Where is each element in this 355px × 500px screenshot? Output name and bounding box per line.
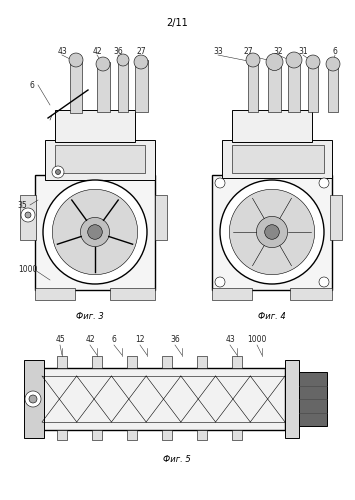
Circle shape (246, 53, 260, 67)
Text: 6: 6 (29, 80, 34, 90)
Text: 35: 35 (17, 200, 27, 209)
Circle shape (69, 53, 83, 67)
Bar (268, 60, 281, 112)
Text: 33: 33 (213, 48, 223, 56)
Bar (212, 288, 252, 300)
Text: 31: 31 (298, 48, 308, 56)
Text: 2/11: 2/11 (166, 18, 188, 28)
Circle shape (25, 391, 41, 407)
Bar (248, 58, 258, 112)
Text: 27: 27 (243, 48, 253, 56)
Bar (35, 288, 75, 300)
Circle shape (96, 57, 110, 71)
Circle shape (55, 170, 60, 174)
Bar (57, 430, 67, 440)
Bar (162, 430, 172, 440)
Bar (290, 288, 332, 300)
Bar (70, 58, 82, 113)
Circle shape (220, 180, 324, 284)
Circle shape (265, 224, 279, 240)
Circle shape (25, 212, 31, 218)
Text: 6: 6 (111, 336, 116, 344)
Bar (330, 195, 342, 240)
Circle shape (326, 57, 340, 71)
Circle shape (81, 218, 110, 246)
Text: Фиг. 3: Фиг. 3 (76, 312, 104, 321)
Bar (42, 368, 285, 430)
Bar (45, 140, 155, 180)
Circle shape (88, 224, 102, 240)
Bar (232, 145, 324, 173)
Circle shape (134, 55, 148, 69)
Bar (288, 58, 300, 112)
Text: 42: 42 (92, 48, 102, 56)
Bar (232, 110, 312, 142)
Circle shape (215, 178, 225, 188)
Text: 43: 43 (57, 48, 67, 56)
Bar (110, 288, 155, 300)
Bar (232, 356, 242, 368)
Circle shape (266, 54, 283, 70)
Circle shape (52, 190, 138, 274)
Bar (212, 175, 332, 290)
Bar (232, 430, 242, 440)
Circle shape (319, 277, 329, 287)
Bar (97, 62, 110, 112)
Circle shape (52, 166, 64, 178)
Bar (92, 356, 102, 368)
Circle shape (319, 178, 329, 188)
Circle shape (43, 180, 147, 284)
Text: 1000: 1000 (18, 266, 37, 274)
Bar (299, 372, 327, 426)
Text: 36: 36 (170, 336, 180, 344)
Bar (162, 356, 172, 368)
Bar (155, 195, 167, 240)
Bar (135, 60, 148, 112)
Circle shape (215, 277, 225, 287)
Bar (285, 360, 299, 438)
Bar (127, 356, 137, 368)
Bar (222, 140, 332, 178)
Circle shape (306, 55, 320, 69)
Text: 1000: 1000 (247, 336, 267, 344)
Bar (35, 175, 155, 290)
Bar (20, 195, 36, 240)
Text: 43: 43 (225, 336, 235, 344)
Bar (308, 60, 318, 112)
Bar (24, 360, 44, 438)
Text: 6: 6 (333, 48, 338, 56)
Bar (127, 430, 137, 440)
Bar (92, 430, 102, 440)
Bar (55, 110, 135, 142)
Bar (197, 356, 207, 368)
Circle shape (117, 54, 129, 66)
Text: 42: 42 (85, 336, 95, 344)
Circle shape (21, 208, 35, 222)
Text: Фиг. 5: Фиг. 5 (163, 455, 191, 464)
Text: 36: 36 (113, 48, 123, 56)
Circle shape (29, 395, 37, 403)
Bar (328, 62, 338, 112)
Text: 12: 12 (135, 336, 145, 344)
Bar (57, 356, 67, 368)
Bar (118, 58, 128, 112)
Circle shape (229, 190, 315, 274)
Circle shape (256, 216, 288, 248)
Circle shape (286, 52, 302, 68)
Bar (55, 145, 145, 173)
Text: 27: 27 (136, 48, 146, 56)
Text: 32: 32 (273, 48, 283, 56)
Bar (197, 430, 207, 440)
Text: Фиг. 4: Фиг. 4 (258, 312, 286, 321)
Text: 45: 45 (55, 336, 65, 344)
